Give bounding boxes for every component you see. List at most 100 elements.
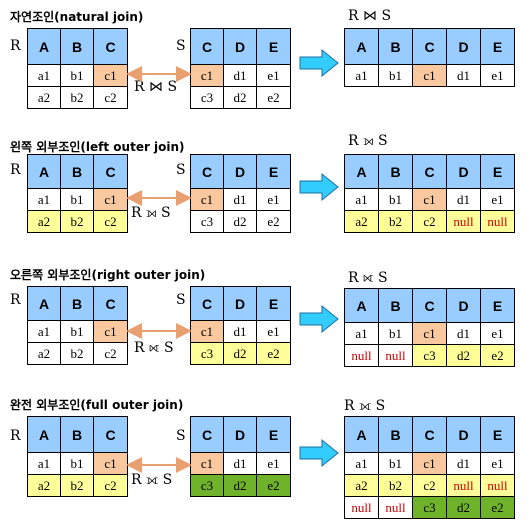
cell: b1 <box>60 320 94 343</box>
cell: a2 <box>27 86 61 109</box>
cell: a1 <box>344 322 379 345</box>
unmatched-cell: d2 <box>446 496 481 519</box>
s-table-full: C D E c1 d1 e1 c3 d2 e2 <box>190 416 291 497</box>
r-table-natural: A B C a1 b1 c1 a2 b2 c2 <box>27 28 128 109</box>
r-table-left: A B C a1 b1 c1 a2 b2 c2 <box>27 154 128 233</box>
r-table-right: A B C a1 b1 c1 a2 b2 c2 <box>27 286 128 365</box>
unmatched-cell: c3 <box>412 496 447 519</box>
header-cell: C <box>93 154 128 189</box>
cell: b1 <box>60 188 94 211</box>
unmatched-cell: c3 <box>412 344 447 367</box>
label-s-full: S <box>176 428 186 444</box>
result-arrow-full <box>299 438 339 468</box>
header-cell: C <box>190 416 224 453</box>
null-cell: null <box>344 344 379 367</box>
unmatched-cell: c3 <box>190 342 224 365</box>
header-cell: E <box>480 288 515 323</box>
section-title-left-outer-join: 왼쪽 외부조인(left outer join) <box>10 140 185 154</box>
label-s-left: S <box>176 162 186 178</box>
match-cell: c1 <box>93 320 128 343</box>
cell: a1 <box>344 64 379 87</box>
header-cell: A <box>344 154 379 189</box>
result-table-full: A B C D E a1 b1 c1 d1 e1 a2 b2 c2 null n… <box>344 416 515 519</box>
section-title-natural-join: 자연조인(natural join) <box>10 10 144 24</box>
label-r-left: R <box>10 162 21 178</box>
header-cell: B <box>378 28 413 65</box>
cell: a1 <box>344 188 379 211</box>
operator-mid-left: R ⟕ S <box>131 205 171 221</box>
cell: e1 <box>256 452 291 475</box>
result-arrow-left <box>299 172 339 202</box>
cell: c2 <box>93 342 128 365</box>
unmatched-cell: e2 <box>256 474 291 497</box>
result-table-natural: A B C D E a1 b1 c1 d1 e1 <box>344 28 515 87</box>
operator-mid-full: R ⟗ S <box>131 472 173 488</box>
header-cell: D <box>223 154 257 189</box>
cell: c2 <box>93 86 128 109</box>
operator-top-left: R ⟕ S <box>348 133 388 149</box>
header-cell: B <box>60 28 94 65</box>
match-cell: c1 <box>190 320 224 343</box>
header-cell: A <box>27 28 61 65</box>
unmatched-cell: e2 <box>480 496 515 519</box>
s-table-right: C D E c1 d1 e1 c3 d2 e2 <box>190 286 291 365</box>
header-cell: D <box>446 416 481 453</box>
unmatched-cell: e2 <box>256 342 291 365</box>
result-arrow-natural <box>299 48 339 78</box>
operator-mid-right: R ⟖ S <box>134 340 174 356</box>
cell: d1 <box>446 322 481 345</box>
match-cell: c1 <box>93 64 128 87</box>
cell: a1 <box>27 188 61 211</box>
cell: d1 <box>446 188 481 211</box>
header-cell: E <box>480 154 515 189</box>
cell: e2 <box>256 210 291 233</box>
result-table-right: A B C D E a1 b1 c1 d1 e1 null null c3 d2… <box>344 288 515 367</box>
cell: c3 <box>190 86 224 109</box>
header-cell: E <box>256 416 291 453</box>
label-s-right: S <box>176 292 186 308</box>
header-cell: D <box>223 28 257 65</box>
unmatched-cell: a2 <box>344 210 379 233</box>
match-cell: c1 <box>412 188 447 211</box>
cell: b1 <box>60 452 94 475</box>
cell: a1 <box>344 452 379 475</box>
cell: d2 <box>223 210 257 233</box>
section-title-right-outer-join: 오른쪽 외부조인(right outer join) <box>10 268 206 282</box>
match-cell: c1 <box>412 64 447 87</box>
cell: e1 <box>256 64 291 87</box>
cell: a2 <box>27 342 61 365</box>
operator-top-natural: R ⋈ S <box>348 8 392 24</box>
header-cell: A <box>27 154 61 189</box>
header-cell: E <box>256 28 291 65</box>
cell: b2 <box>60 342 94 365</box>
cell: a1 <box>27 320 61 343</box>
header-cell: E <box>256 154 291 189</box>
header-cell: B <box>378 288 413 323</box>
operator-mid-natural: R ⋈ S <box>134 79 178 95</box>
null-cell: null <box>446 210 481 233</box>
cell: e2 <box>256 86 291 109</box>
header-cell: E <box>256 286 291 321</box>
result-arrow-right <box>299 304 339 334</box>
header-cell: B <box>60 416 94 453</box>
cell: d1 <box>223 452 257 475</box>
header-cell: A <box>27 286 61 321</box>
label-s-natural: S <box>176 38 186 54</box>
unmatched-cell: d2 <box>446 344 481 367</box>
header-cell: C <box>412 28 447 65</box>
result-table-left: A B C D E a1 b1 c1 d1 e1 a2 b2 c2 null n… <box>344 154 515 233</box>
header-cell: D <box>446 154 481 189</box>
header-cell: C <box>412 288 447 323</box>
null-cell: null <box>480 210 515 233</box>
match-cell: c1 <box>93 452 128 475</box>
cell: c3 <box>190 210 224 233</box>
match-cell: c1 <box>412 452 447 475</box>
unmatched-cell: c2 <box>412 210 447 233</box>
null-cell: null <box>344 496 379 519</box>
cell: b1 <box>378 322 413 345</box>
operator-top-full: R ⟗ S <box>344 398 386 414</box>
header-cell: C <box>190 286 224 321</box>
header-cell: B <box>378 154 413 189</box>
header-cell: C <box>93 416 128 453</box>
r-table-full: A B C a1 b1 c1 a2 b2 c2 <box>27 416 128 497</box>
